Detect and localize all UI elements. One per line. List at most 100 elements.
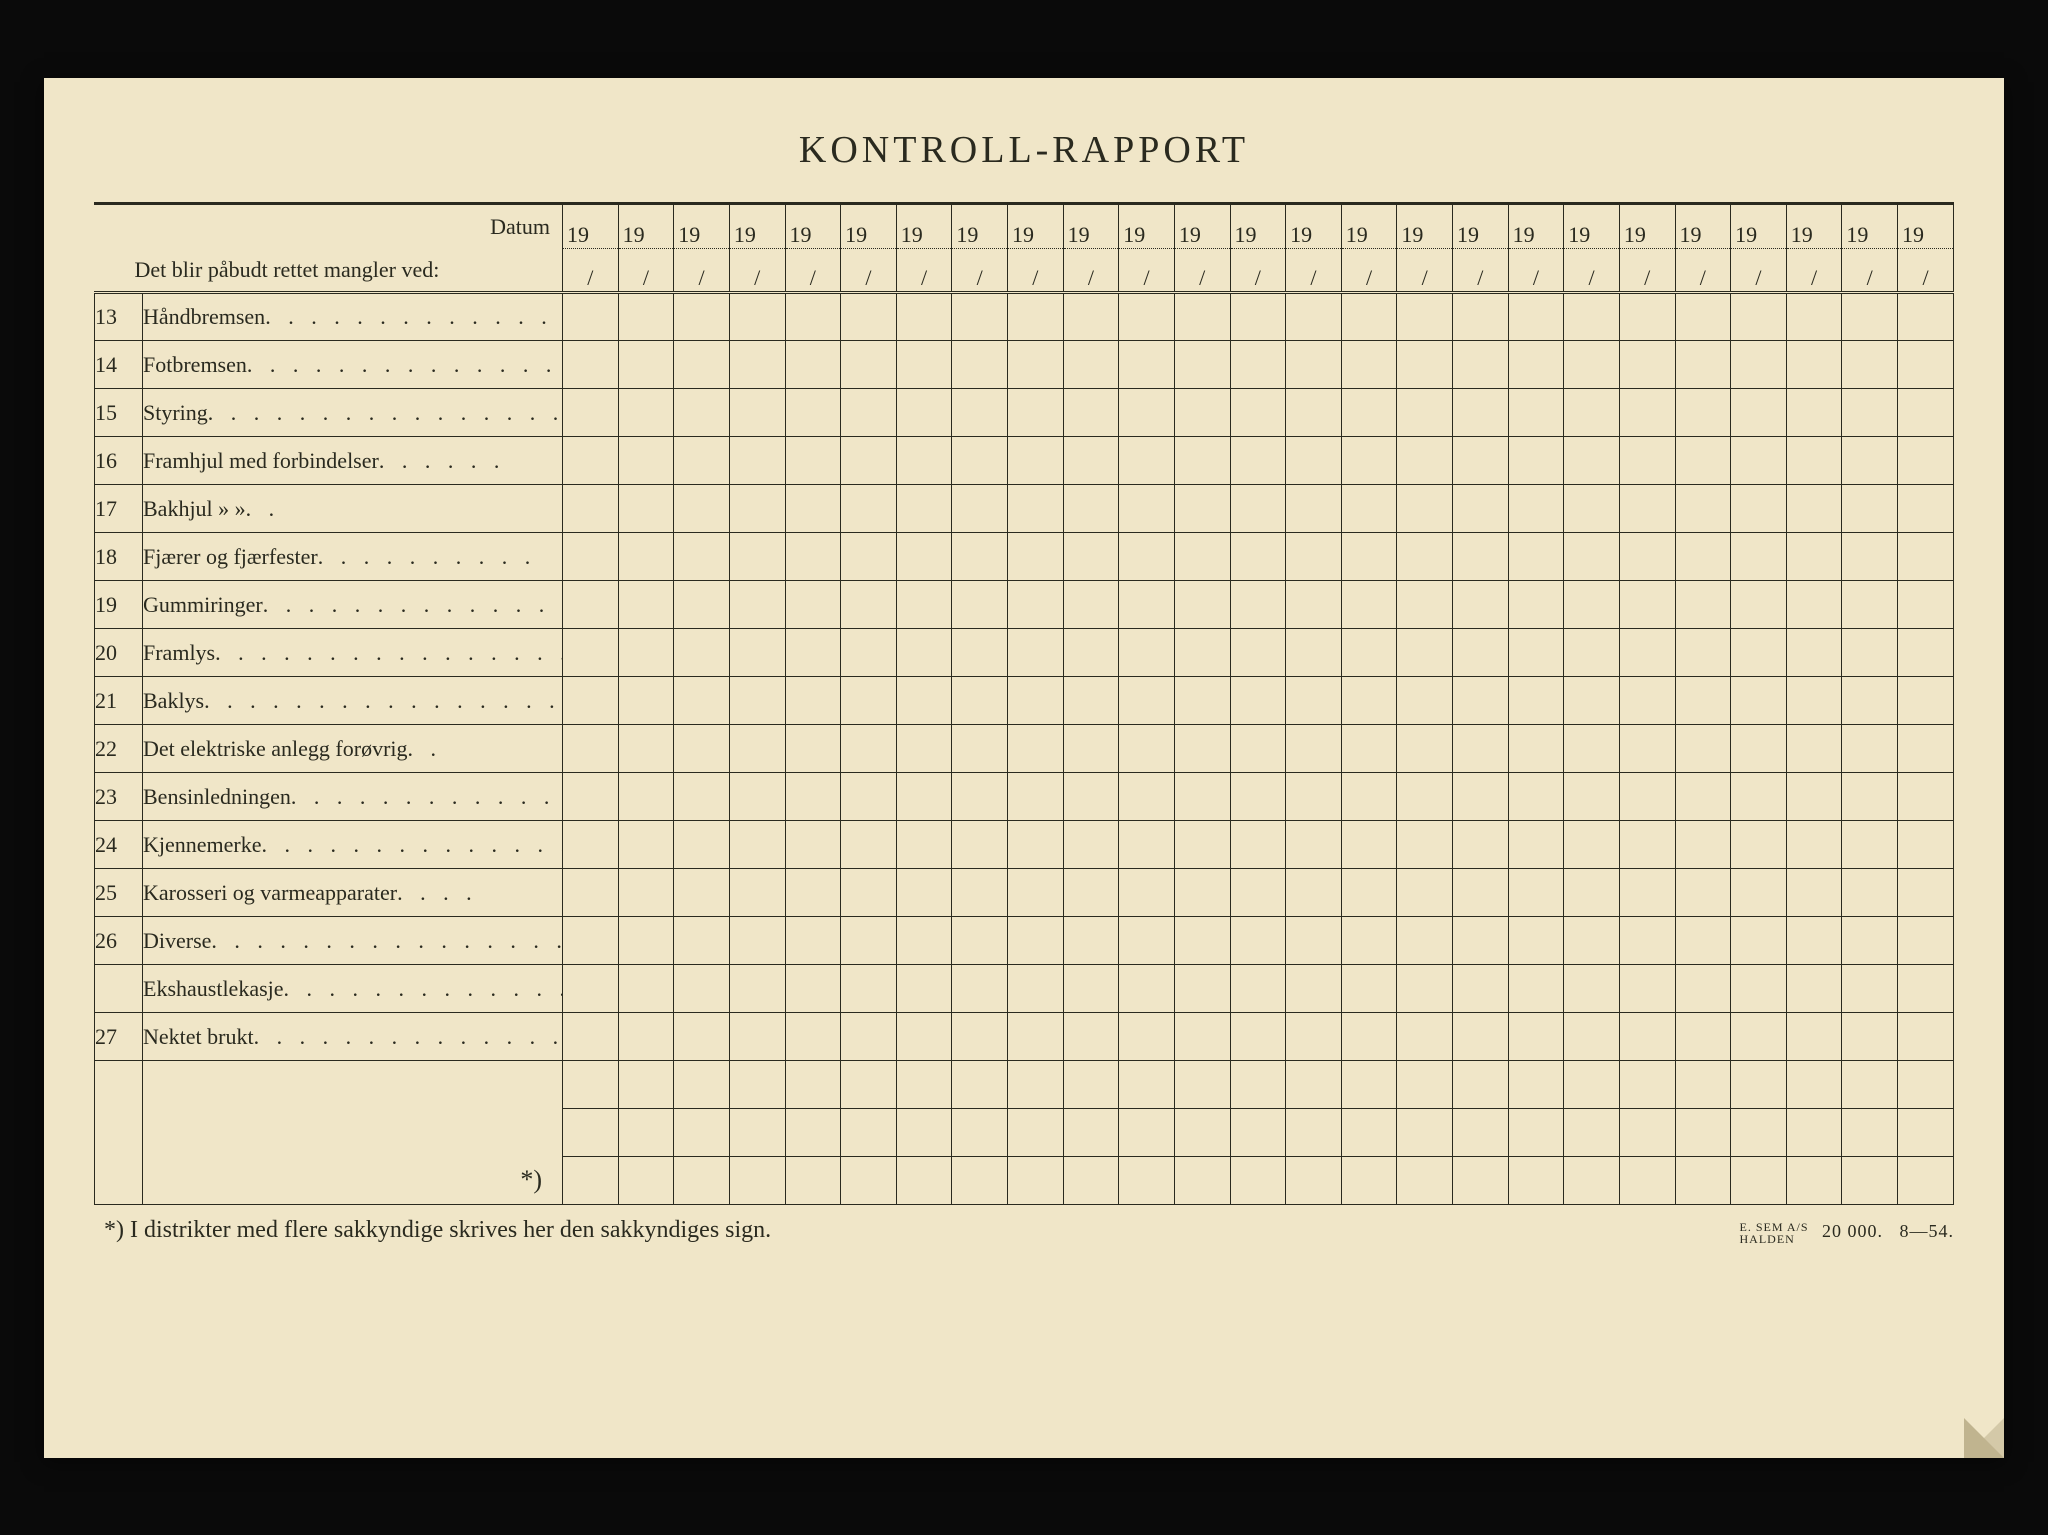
data-cell xyxy=(1564,533,1620,581)
data-cell xyxy=(1619,1157,1675,1205)
data-cell xyxy=(1508,533,1564,581)
data-cell xyxy=(1453,677,1509,725)
data-cell xyxy=(1619,1061,1675,1109)
data-cell xyxy=(841,965,897,1013)
header-year-cell: 19 xyxy=(1619,205,1675,249)
header-slash-cell: / xyxy=(1842,249,1898,293)
data-cell xyxy=(1731,341,1787,389)
data-cell xyxy=(1564,293,1620,341)
header-year-cell: 19 xyxy=(952,205,1008,249)
data-cell xyxy=(785,293,841,341)
data-cell xyxy=(1619,773,1675,821)
header-slash-cell: / xyxy=(1063,249,1119,293)
data-cell xyxy=(1397,293,1453,341)
data-cell xyxy=(1230,1061,1286,1109)
data-cell xyxy=(1898,821,1954,869)
data-cell xyxy=(952,917,1008,965)
header-datum-label: Datum xyxy=(95,205,563,249)
data-cell xyxy=(729,965,785,1013)
data-cell xyxy=(563,1061,619,1109)
header-slash-cell: / xyxy=(1008,249,1064,293)
data-cell xyxy=(1564,677,1620,725)
header-slash-cell: / xyxy=(618,249,674,293)
data-cell xyxy=(1619,581,1675,629)
data-cell xyxy=(1786,773,1842,821)
data-cell xyxy=(1119,965,1175,1013)
row-label-blank xyxy=(143,1109,563,1157)
data-cell xyxy=(1230,437,1286,485)
data-cell xyxy=(1286,389,1342,437)
data-cell xyxy=(1119,581,1175,629)
row-label: Baklys . . . . . . . . . . . . . . . . .… xyxy=(143,677,563,725)
header-slash-cell: / xyxy=(1786,249,1842,293)
header-slash-cell: / xyxy=(1174,249,1230,293)
data-cell xyxy=(563,437,619,485)
data-cell xyxy=(1341,965,1397,1013)
data-cell xyxy=(1619,389,1675,437)
data-cell xyxy=(674,773,730,821)
data-cell xyxy=(841,821,897,869)
data-cell xyxy=(729,725,785,773)
data-cell xyxy=(1174,773,1230,821)
data-cell xyxy=(729,1109,785,1157)
data-cell xyxy=(1341,1109,1397,1157)
data-cell xyxy=(1619,629,1675,677)
data-cell xyxy=(1453,773,1509,821)
data-cell xyxy=(1675,1061,1731,1109)
data-cell xyxy=(1675,341,1731,389)
data-cell xyxy=(841,917,897,965)
data-cell xyxy=(1675,677,1731,725)
data-cell xyxy=(1230,965,1286,1013)
data-cell xyxy=(618,1109,674,1157)
data-cell xyxy=(1564,773,1620,821)
data-cell xyxy=(1564,485,1620,533)
data-cell xyxy=(618,341,674,389)
data-cell xyxy=(1286,293,1342,341)
data-cell xyxy=(674,629,730,677)
data-cell xyxy=(1286,629,1342,677)
data-cell xyxy=(1619,677,1675,725)
data-cell xyxy=(1008,965,1064,1013)
data-cell xyxy=(1286,437,1342,485)
data-cell xyxy=(1230,677,1286,725)
data-cell xyxy=(896,341,952,389)
header-year-cell: 19 xyxy=(1731,205,1787,249)
row-number: 13 xyxy=(95,293,143,341)
data-cell xyxy=(618,389,674,437)
data-cell xyxy=(563,869,619,917)
data-cell xyxy=(1008,341,1064,389)
data-cell xyxy=(729,581,785,629)
data-cell xyxy=(563,581,619,629)
data-cell xyxy=(729,773,785,821)
footnote-text: *) I distrikter med flere sakkyndige skr… xyxy=(94,1217,771,1244)
data-cell xyxy=(1619,1013,1675,1061)
row-number-blank xyxy=(95,1061,143,1109)
data-cell xyxy=(896,1109,952,1157)
data-cell xyxy=(785,965,841,1013)
data-cell xyxy=(1564,437,1620,485)
data-cell xyxy=(896,389,952,437)
data-cell xyxy=(1842,629,1898,677)
data-cell xyxy=(729,437,785,485)
data-cell xyxy=(1453,821,1509,869)
data-cell xyxy=(1842,485,1898,533)
data-cell xyxy=(1675,1109,1731,1157)
data-cell xyxy=(1675,773,1731,821)
data-cell xyxy=(1898,581,1954,629)
data-cell xyxy=(1731,1157,1787,1205)
data-cell xyxy=(952,677,1008,725)
data-cell xyxy=(1508,1109,1564,1157)
data-cell xyxy=(1786,1061,1842,1109)
data-cell xyxy=(1286,773,1342,821)
data-cell xyxy=(563,1109,619,1157)
data-cell xyxy=(841,677,897,725)
data-cell xyxy=(1397,677,1453,725)
row-number: 18 xyxy=(95,533,143,581)
data-cell xyxy=(841,869,897,917)
data-cell xyxy=(1230,869,1286,917)
row-number-blank xyxy=(95,1109,143,1157)
data-cell xyxy=(1564,389,1620,437)
data-cell xyxy=(618,1013,674,1061)
data-cell xyxy=(1508,1157,1564,1205)
header-sub-label: Det blir påbudt rettet mangler ved: xyxy=(95,249,563,293)
